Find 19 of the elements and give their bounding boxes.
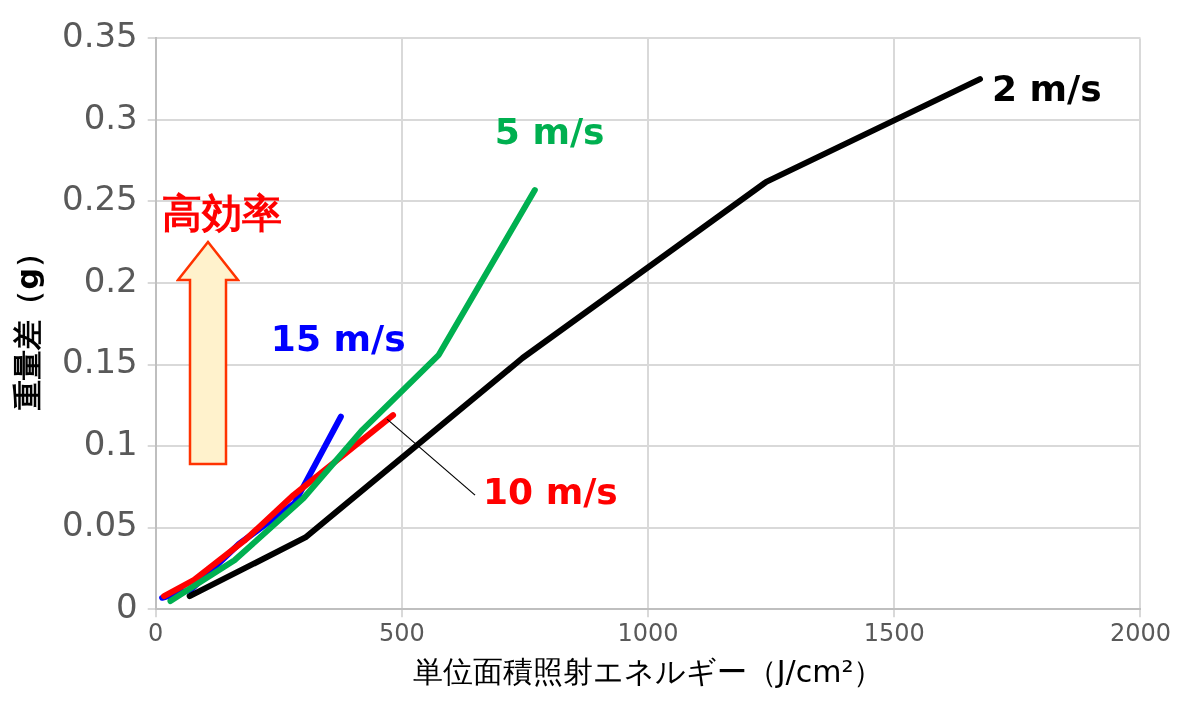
y-tick-label: 0.2	[83, 259, 138, 300]
y-tick-label: 0.05	[62, 504, 138, 545]
y-tick-label: 0.25	[62, 178, 138, 219]
series-label: 5 m/s	[494, 111, 605, 153]
x-tick-label: 2000	[1109, 618, 1171, 647]
y-axis-title: 重量差（g）	[9, 238, 45, 410]
x-tick-label: 0	[148, 618, 164, 647]
y-tick-label: 0.35	[62, 15, 138, 56]
x-tick-label: 500	[378, 618, 425, 647]
y-tick-label: 0.15	[62, 341, 138, 382]
y-tick-label: 0.1	[83, 422, 138, 463]
series-label: 2 m/s	[991, 67, 1102, 109]
text: 10 m/s	[483, 471, 618, 513]
x-tick-label: 1000	[617, 618, 679, 647]
x-axis-title: 単位面積照射エネルギー（J/cm²）	[412, 653, 884, 689]
y-tick-label: 0.3	[83, 96, 138, 137]
x-tick-label: 1500	[863, 618, 925, 647]
text: 15 m/s	[270, 318, 406, 360]
annotation: 高効率	[161, 189, 282, 236]
